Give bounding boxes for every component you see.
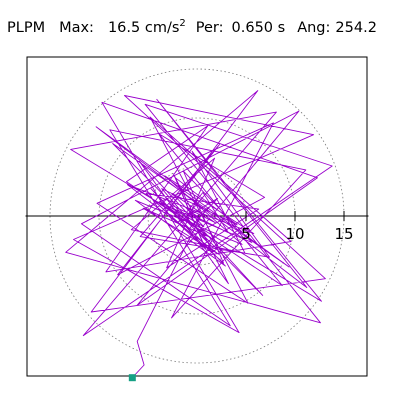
x-tick-label: 10: [285, 225, 304, 243]
chart-header: PLPM Max: 16.5 cm/s2 Per: 0.650 s Ang: 254.2: [7, 14, 377, 38]
x-ticks: 5 10 15: [241, 211, 354, 243]
motion-trace-line: [65, 90, 333, 379]
period-label: Per:: [195, 20, 224, 36]
x-tick-label: 15: [334, 225, 353, 243]
end-marker-square: [128, 374, 136, 382]
angle-value: 254.2: [335, 20, 377, 36]
max-exponent: 2: [179, 18, 186, 29]
period-value: 0.650 s: [231, 20, 286, 36]
max-value: 16.5 cm/s: [107, 20, 180, 36]
x-tick-label: 5: [241, 225, 251, 243]
motion-trace: [65, 90, 333, 379]
angle-label: Ang:: [297, 20, 331, 36]
end-marker: [128, 374, 136, 382]
station-code: PLPM: [7, 20, 46, 36]
max-label: Max:: [59, 20, 94, 36]
